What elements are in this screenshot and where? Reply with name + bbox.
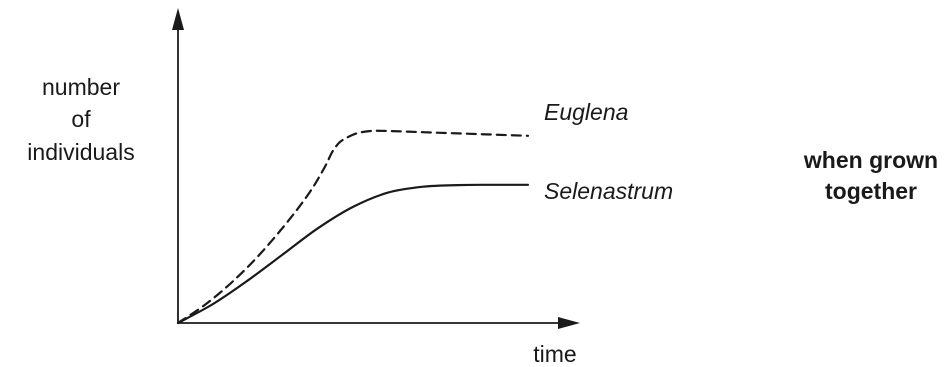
x-axis-arrow-icon (558, 317, 580, 329)
series-layer (176, 129, 530, 325)
y-axis-label-line-2: of (71, 106, 91, 132)
series-label-selenastrum: Selenastrum (544, 178, 673, 204)
y-axis-label-line-1: number (42, 74, 120, 100)
x-axis-label: time (533, 341, 576, 367)
y-axis-arrow-icon (172, 8, 184, 30)
series-line-euglena (176, 129, 530, 325)
series-line-selenastrum (176, 183, 530, 325)
annotation-line-1: when grown (803, 147, 938, 173)
y-axis-label-line-3: individuals (27, 139, 134, 165)
series-label-euglena: Euglena (544, 99, 628, 125)
annotation-line-2: together (825, 178, 917, 204)
